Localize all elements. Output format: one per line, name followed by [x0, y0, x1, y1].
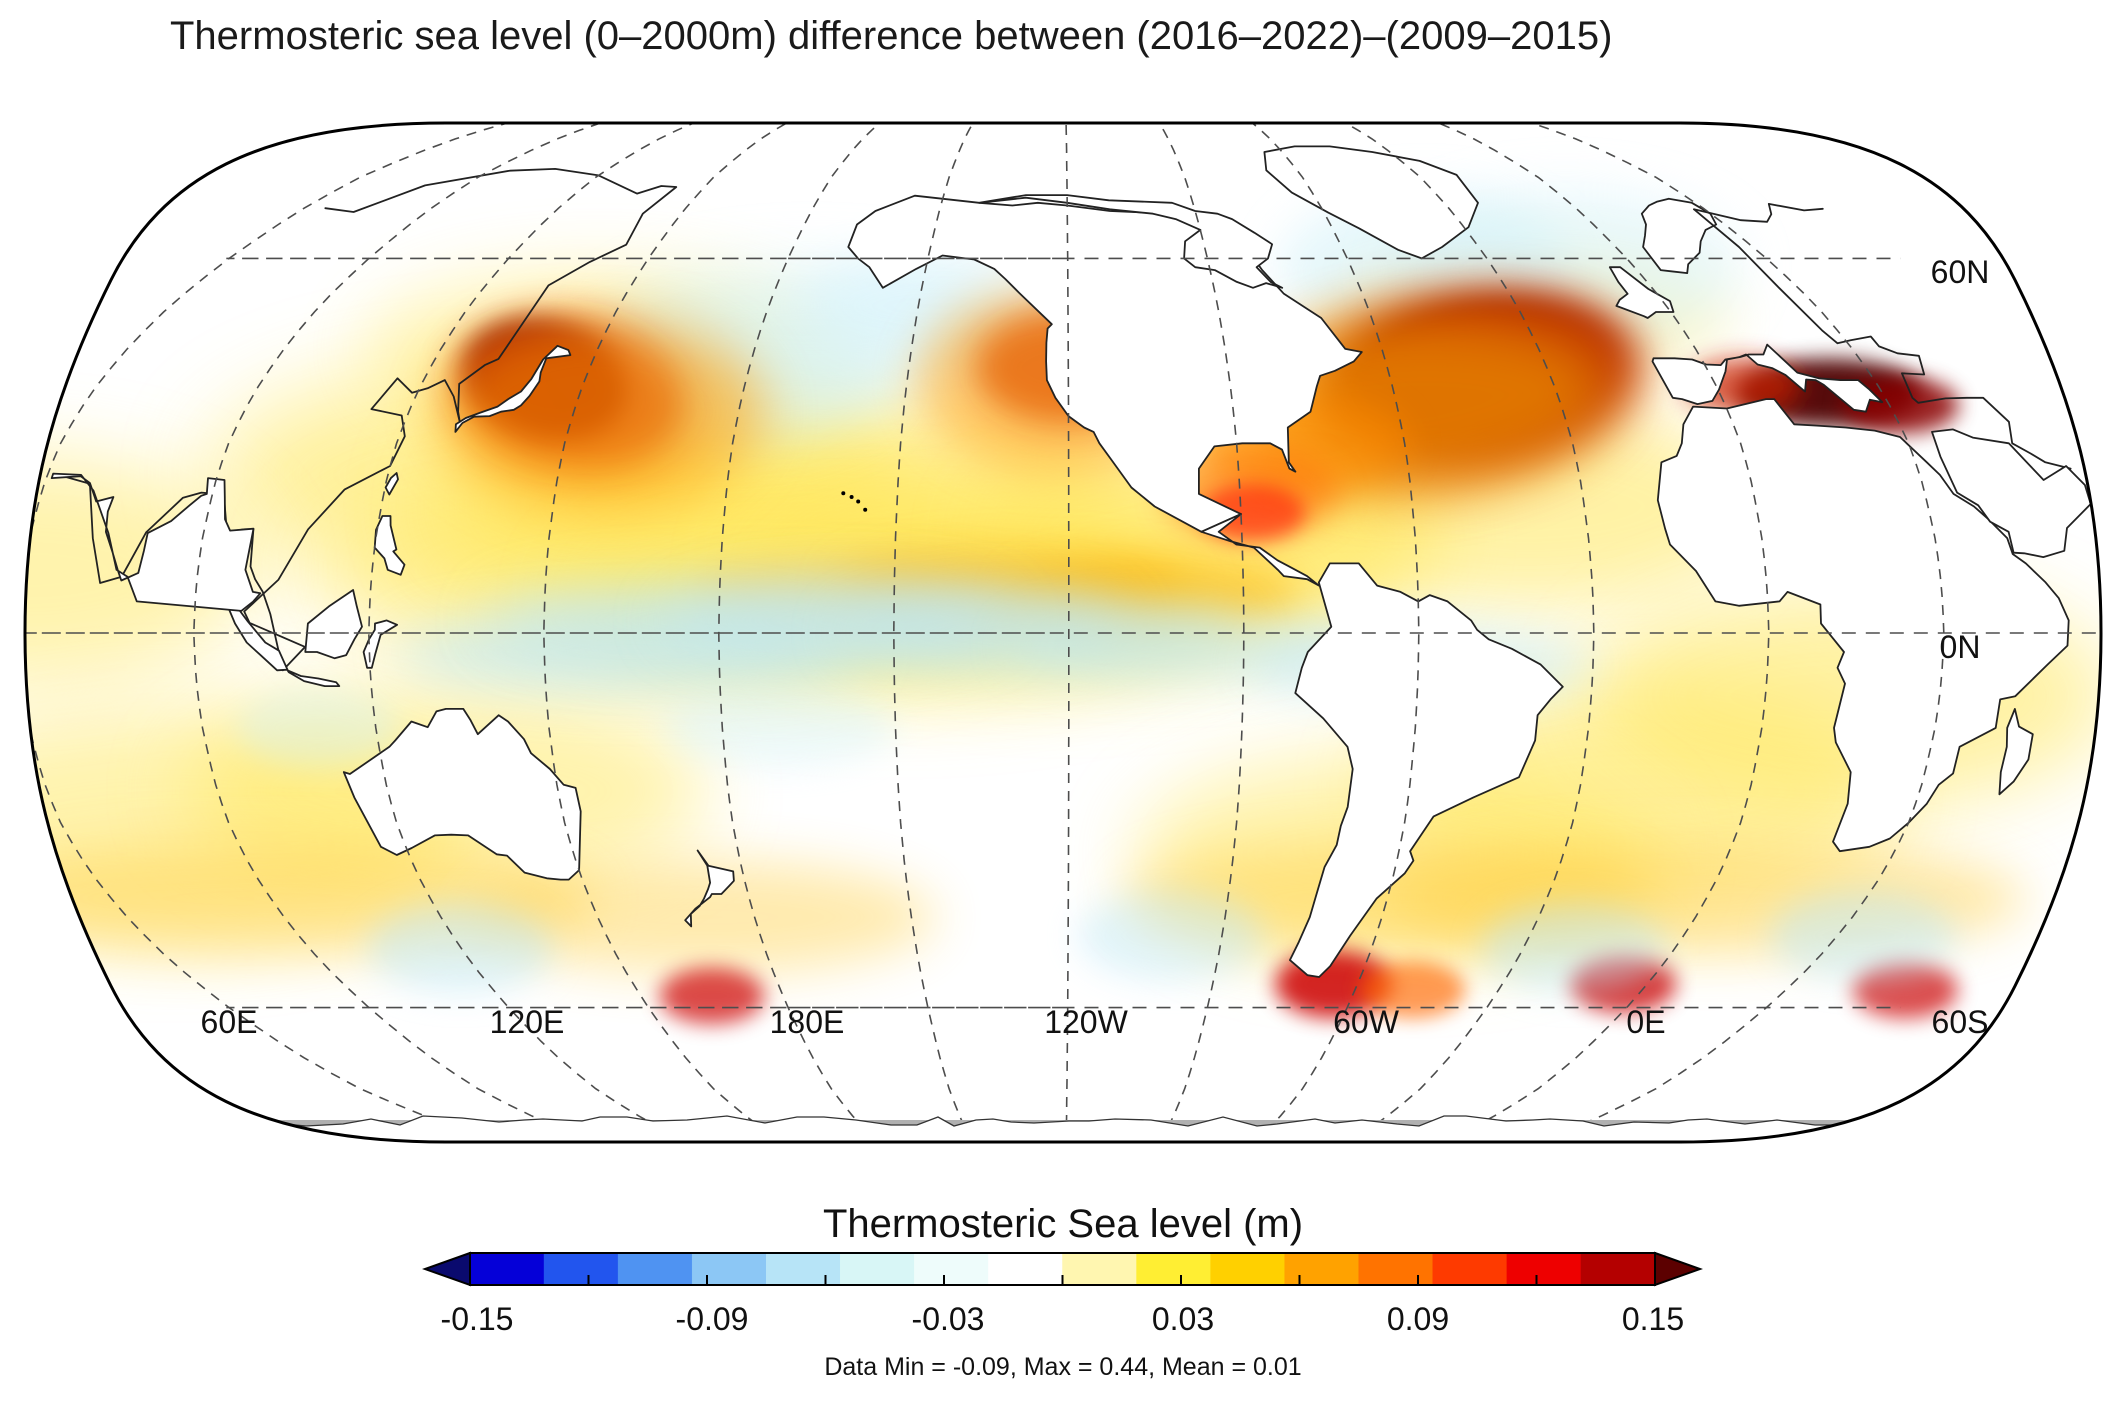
svg-text:60S: 60S	[1932, 1004, 1989, 1040]
svg-text:0E: 0E	[1626, 1004, 1665, 1040]
svg-text:60W: 60W	[1333, 1004, 1400, 1040]
svg-text:60N: 60N	[1931, 254, 1990, 290]
svg-text:Thermosteric Sea level (m): Thermosteric Sea level (m)	[823, 1202, 1303, 1246]
svg-text:180E: 180E	[770, 1004, 845, 1040]
svg-text:-0.03: -0.03	[912, 1301, 985, 1337]
svg-text:0N: 0N	[1940, 629, 1981, 665]
svg-text:0.09: 0.09	[1387, 1301, 1449, 1337]
svg-text:0.15: 0.15	[1622, 1301, 1684, 1337]
svg-text:120E: 120E	[490, 1004, 565, 1040]
svg-text:60E: 60E	[201, 1004, 258, 1040]
svg-text:Data Min = -0.09, Max = 0.44,: Data Min = -0.09, Max = 0.44, Mean = 0.0…	[824, 1353, 1301, 1381]
svg-text:-0.15: -0.15	[441, 1301, 514, 1337]
svg-text:-0.09: -0.09	[676, 1301, 749, 1337]
svg-text:0.03: 0.03	[1152, 1301, 1214, 1337]
svg-text:120W: 120W	[1044, 1004, 1128, 1040]
